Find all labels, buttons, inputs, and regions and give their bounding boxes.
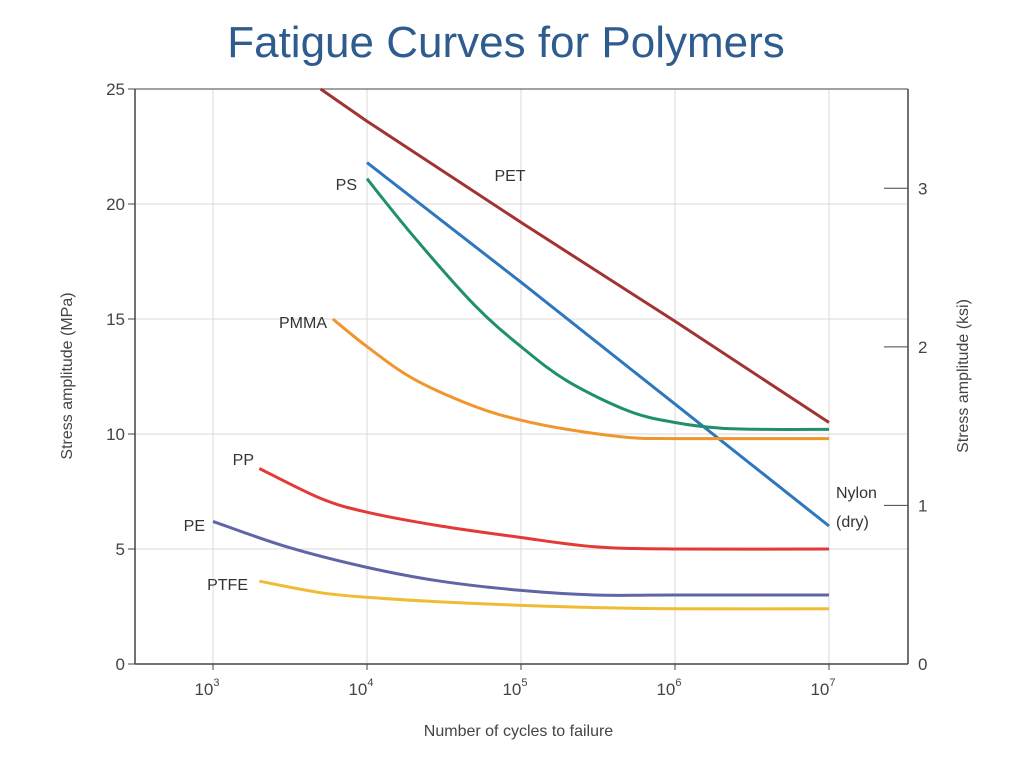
series-labels: PET PS PMMA PP PE PTFE Nylon (dry) bbox=[184, 168, 877, 594]
series-label-pe: PE bbox=[184, 518, 205, 535]
series-label-ps: PS bbox=[336, 177, 357, 194]
series-label-dry: (dry) bbox=[836, 514, 869, 531]
series-label-ptfe: PTFE bbox=[207, 577, 248, 594]
x-tick-label: 103 bbox=[194, 677, 219, 699]
series-label-pmma: PMMA bbox=[279, 315, 327, 332]
y-tick-label: 15 bbox=[106, 310, 125, 329]
y2-tick-label: 3 bbox=[918, 179, 927, 198]
x-tick-label: 107 bbox=[810, 677, 835, 699]
axes bbox=[128, 88, 909, 670]
x-tick-label: 104 bbox=[348, 677, 373, 699]
series-line-pet bbox=[319, 87, 830, 424]
series-line-ptfe bbox=[259, 579, 830, 611]
series-label-nylon: Nylon bbox=[836, 485, 877, 502]
series-line-ps bbox=[366, 161, 830, 528]
x-axis-title: Number of cycles to failure bbox=[424, 723, 614, 740]
tick-labels: 0 5 10 15 20 25 0 1 2 3 103 104 105 106 107 Number of c… bbox=[59, 80, 972, 740]
series-line-pp bbox=[258, 467, 830, 551]
y-tick-label: 25 bbox=[106, 80, 125, 99]
y2-axis-title: Stress amplitude (ksi) bbox=[955, 299, 972, 453]
series-line-pe bbox=[212, 519, 829, 597]
series-label-pp: PP bbox=[233, 452, 254, 469]
y2-tick-label: 1 bbox=[918, 496, 927, 515]
y2-tick-label: 0 bbox=[918, 655, 927, 674]
series-line-nylon-dry bbox=[365, 177, 830, 431]
x-tick-label: 105 bbox=[502, 677, 527, 699]
y-tick-label: 0 bbox=[116, 655, 125, 674]
y-tick-label: 5 bbox=[116, 540, 125, 559]
y-tick-label: 20 bbox=[106, 195, 125, 214]
series-line-pmma bbox=[331, 317, 830, 441]
y-axis-title: Stress amplitude (MPa) bbox=[59, 292, 76, 459]
x-tick-label: 106 bbox=[656, 677, 681, 699]
y2-tick-label: 2 bbox=[918, 338, 927, 357]
page-title: Fatigue Curves for Polymers bbox=[227, 18, 785, 67]
series-label-pet: PET bbox=[494, 168, 525, 185]
y-tick-label: 10 bbox=[106, 425, 125, 444]
series-lines bbox=[212, 87, 830, 611]
